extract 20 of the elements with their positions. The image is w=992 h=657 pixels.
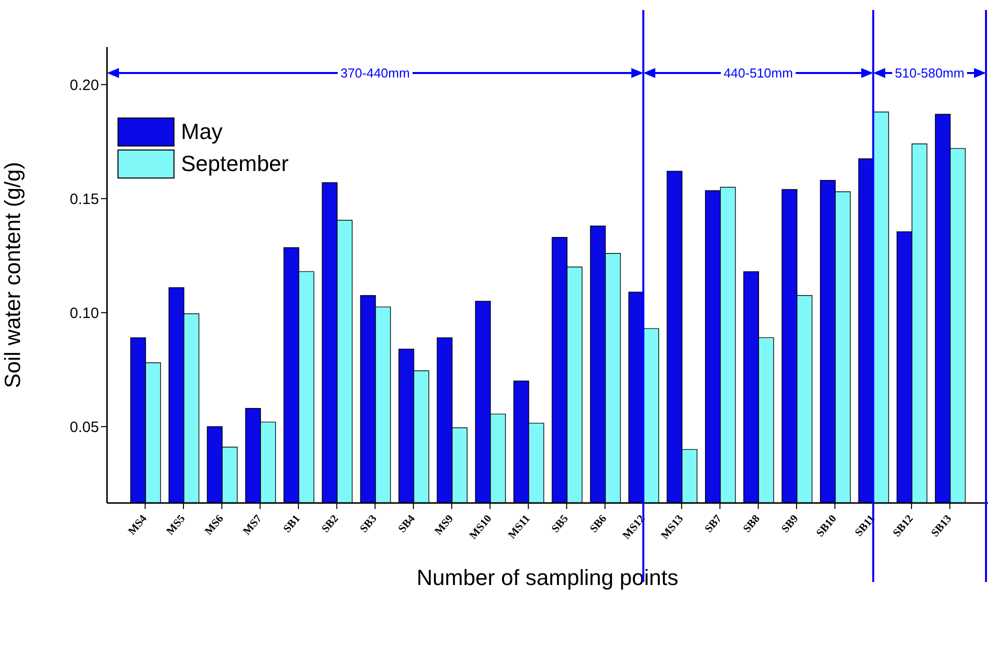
x-tick-label: SB9 [779,512,802,536]
x-tick-label: SB4 [396,512,418,536]
x-tick-label: SB8 [741,512,763,536]
x-tick-label: SB7 [702,512,724,536]
y-tick-label: 0.15 [70,190,99,208]
y-tick-label: 0.10 [70,304,99,322]
x-axis-title: Number of sampling points [416,565,678,590]
y-tick-label: 0.20 [70,76,99,94]
x-tick-label: SB1 [281,512,303,536]
x-tick-label: SB6 [588,512,610,536]
annotation: 510-580mm [894,66,964,80]
y-axis-title: Soil water content (g/g) [0,162,25,388]
annotation: 370-440mm [340,66,410,80]
x-tick-label: SB5 [550,512,572,536]
x-tick-label: SB2 [320,512,342,536]
y-tick-label: 0.05 [70,418,99,436]
legend-label: September [181,151,289,177]
annotation: 440-510mm [724,66,793,80]
legend-label: May [181,119,223,145]
x-tick-label: SB3 [358,512,380,536]
